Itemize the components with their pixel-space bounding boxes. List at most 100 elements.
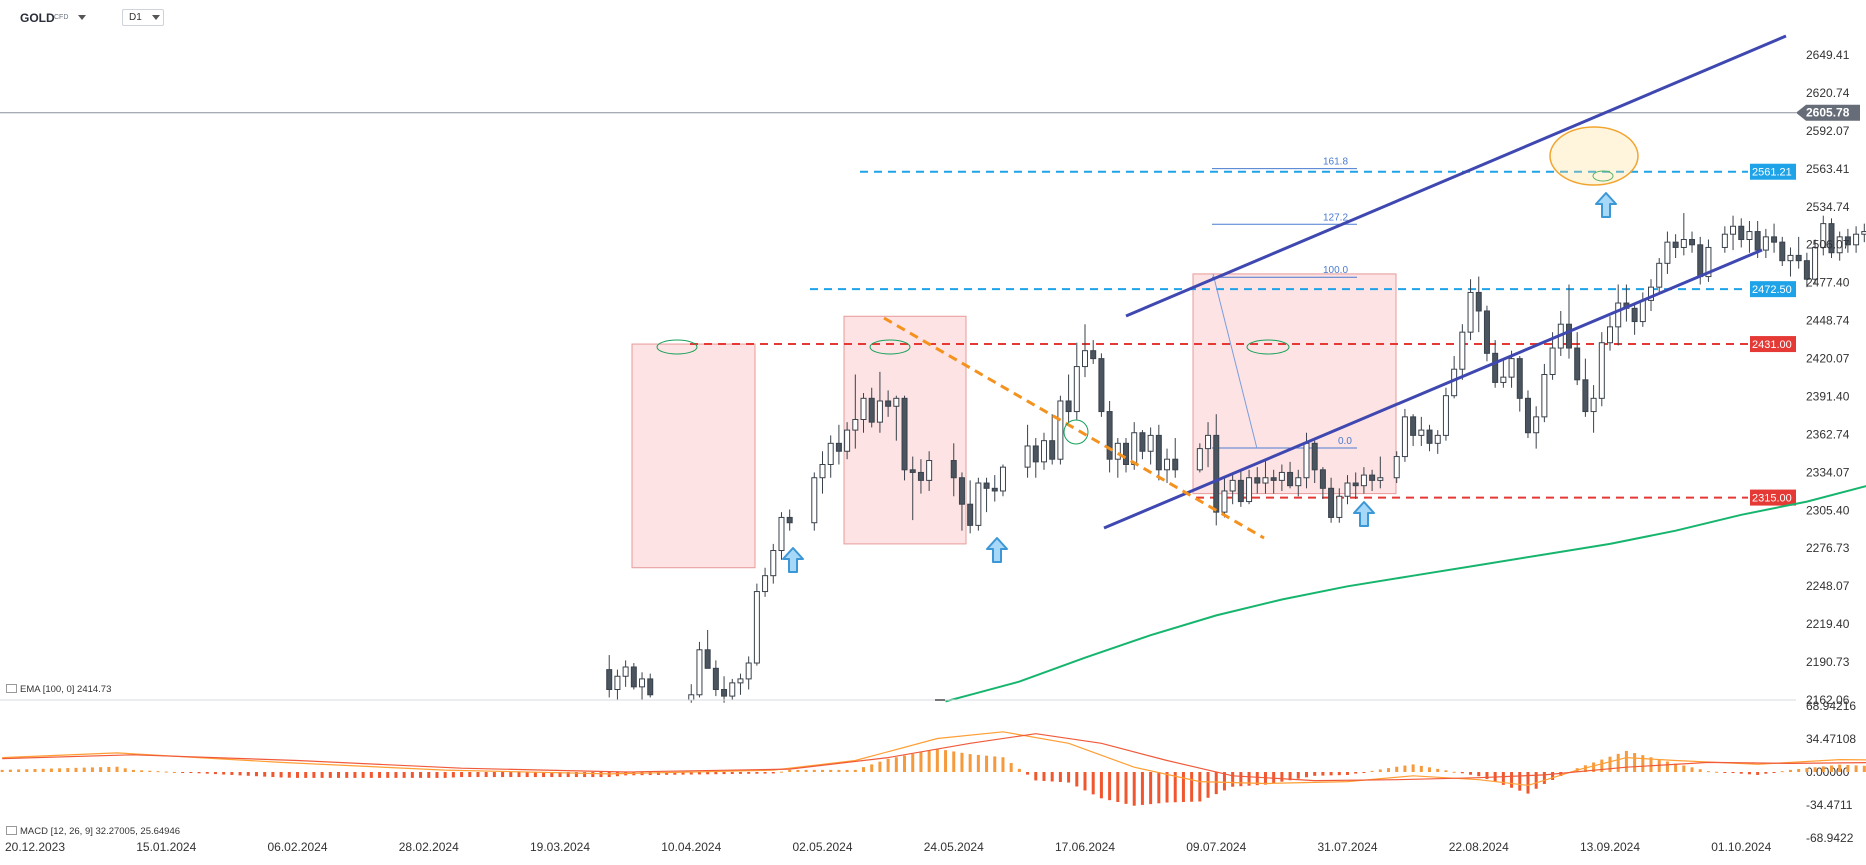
macd-histogram-bar [796,769,800,772]
macd-histogram-bar [1739,772,1743,774]
candle-body [835,442,842,452]
macd-histogram-bar [763,772,767,774]
macd-histogram-bar [681,772,685,775]
macd-histogram-bar [1460,772,1464,774]
macd-histogram-bar [1862,765,1866,772]
candle-body [909,469,916,473]
ema-line [945,485,1866,703]
candle-body [1803,260,1810,280]
candle-body [1098,358,1105,413]
candle-body [1311,442,1318,471]
ema-legend[interactable]: EMA [100, 0] 2414.73 [6,684,111,695]
macd-histogram-bar [476,772,480,778]
candle-body [688,694,695,701]
macd-histogram-bar [99,767,103,772]
macd-histogram-bar [533,772,537,778]
macd-histogram-bar [1559,772,1563,777]
macd-histogram-bar [1526,772,1530,794]
candle-body [983,482,990,489]
macd-histogram-bar [197,772,201,774]
candle-body [1155,434,1162,471]
candle-body [1828,223,1835,254]
candle-body [1730,225,1737,235]
macd-histogram-bar [386,772,390,778]
macd-histogram-bar [460,772,464,778]
macd-histogram-bar [993,756,997,772]
macd-histogram-bar [1346,772,1349,775]
macd-histogram-bar [1075,772,1079,787]
macd-histogram-bar [1723,772,1727,773]
y-tick-label: 2305.40 [1806,503,1850,517]
macd-histogram-bar [919,752,923,772]
candle-body [1590,397,1597,413]
macd-histogram-bar [205,772,209,774]
macd-legend-text: MACD [12, 26, 9] 32.27005, 25.64946 [20,826,181,837]
macd-histogram-bar [451,772,455,778]
candle-body [1779,241,1786,262]
macd-histogram-bar [1272,772,1276,784]
timeframe-select[interactable]: D1 [122,9,164,26]
candle-body [1754,231,1761,251]
macd-histogram-bar [656,772,660,775]
candle-body [917,471,924,481]
x-tick-label: 02.05.2024 [792,840,852,854]
macd-histogram-bar [369,772,373,778]
price-level-label: 2431.00 [1752,339,1792,351]
macd-histogram-bar [25,769,29,772]
candle-body [1172,458,1179,471]
candle-body [901,397,908,471]
macd-histogram-bar [1542,772,1546,784]
macd-histogram-bar [714,772,718,775]
macd-histogram-bar [66,768,70,772]
macd-histogram-bar [1641,755,1645,772]
macd-histogram-bar [492,772,496,778]
candle-body [1418,429,1425,436]
macd-histogram-bar [1452,771,1456,773]
macd-histogram-bar [738,772,742,774]
macd-histogram-bar [123,768,127,772]
macd-histogram-bar [894,757,898,772]
macd-legend[interactable]: MACD [12, 26, 9] 32.27005, 25.64946 [6,826,180,837]
macd-histogram-bar [74,767,78,772]
price-level-label: 2472.50 [1752,284,1792,296]
macd-histogram-bar [1731,772,1735,774]
candle-body [1524,397,1531,434]
macd-histogram-bar [812,769,816,772]
macd-histogram-bar [353,772,357,778]
up-arrow-icon [1595,192,1617,218]
macd-histogram-bar [1304,772,1308,778]
macd-signal-line [2,733,1866,782]
macd-histogram-bar [525,772,529,778]
candle-body [1352,482,1359,487]
macd-histogram-bar [213,772,217,775]
fib-level-label: 127.2 [1323,212,1348,223]
macd-histogram-bar [1592,762,1596,772]
top-marker-ellipse [1592,170,1614,182]
settings-icon[interactable] [6,826,17,835]
candle-body [753,591,760,664]
macd-histogram-bar [1444,770,1448,772]
top-marker-ellipse [1246,339,1290,355]
symbol-name[interactable]: GOLD [20,11,55,25]
macd-histogram-bar [985,755,989,772]
candle-body [844,429,851,452]
macd-histogram-bar [0,769,4,772]
macd-histogram-bar [870,764,874,772]
candle-body [1229,479,1236,492]
chevron-down-icon[interactable] [78,15,86,20]
macd-histogram-bar [1222,772,1226,791]
candle-body [1631,307,1638,323]
macd-histogram-bar [1706,771,1710,773]
macd-histogram-bar [837,769,841,772]
candle-body [1106,411,1113,460]
macd-histogram-bar [312,772,316,778]
candle-body [1672,241,1679,248]
macd-histogram-bar [1083,772,1087,791]
y-tick-label: 2276.73 [1806,541,1850,555]
macd-histogram-bar [1428,767,1432,772]
macd-histogram-bar [821,769,824,772]
macd-histogram-bar [189,772,193,773]
price-level-label: 2561.21 [1752,167,1792,179]
settings-icon[interactable] [6,684,17,693]
